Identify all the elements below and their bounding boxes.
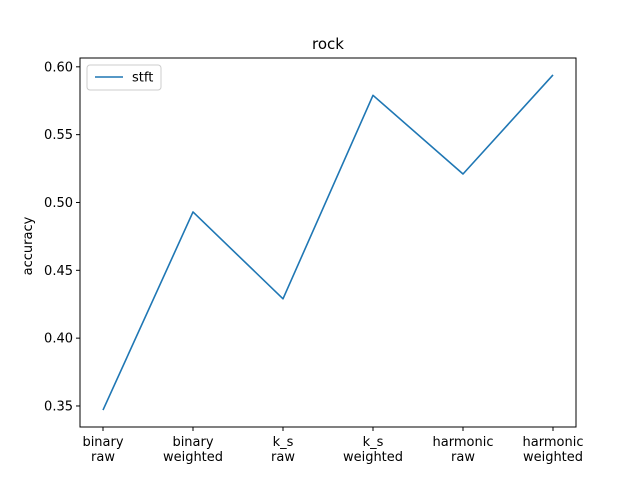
legend: stft (86, 64, 162, 91)
x-tick-label: weighted (343, 450, 403, 465)
y-tick-label: 0.50 (44, 196, 73, 211)
series-layer (102, 74, 554, 411)
y-tick-label: 0.55 (44, 128, 73, 143)
y-axis-ticks: 0.35 0.40 0.45 0.50 0.55 0.60 (44, 60, 80, 414)
x-tick-label: harmonic (433, 435, 494, 450)
x-tick-label: raw (91, 450, 115, 465)
x-tick-label: binary (172, 435, 213, 450)
x-tick-label: k_s (363, 435, 384, 450)
x-tick-label: binary (82, 435, 123, 450)
x-tick-label: weighted (163, 450, 223, 465)
x-axis-ticks: binaryrawbinaryweightedk_srawk_sweighted… (82, 427, 583, 465)
legend-label-stft: stft (132, 71, 153, 86)
legend-box (86, 64, 162, 91)
y-tick-label: 0.35 (44, 399, 73, 414)
x-tick-label: harmonic (523, 435, 584, 450)
plot-area-frame (79, 57, 577, 428)
x-tick-label: raw (271, 450, 295, 465)
y-tick-label: 0.40 (44, 332, 73, 347)
series-line-stft (102, 74, 554, 411)
chart-title: rock (312, 35, 344, 53)
x-tick-label: weighted (523, 450, 583, 465)
y-axis-label: accuracy (21, 216, 36, 275)
x-tick-label: k_s (273, 435, 294, 450)
y-tick-label: 0.60 (44, 60, 73, 75)
y-tick-label: 0.45 (44, 264, 73, 279)
x-tick-label: raw (451, 450, 475, 465)
